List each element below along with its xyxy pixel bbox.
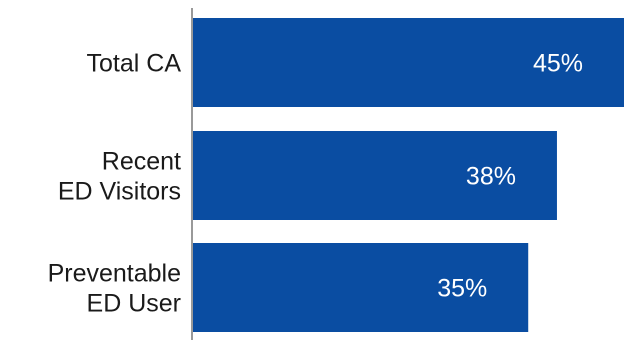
value-label-0: 45% [533,50,583,78]
bar-2 [193,243,529,332]
value-label-2: 35% [437,275,487,303]
bars-layer [193,18,624,332]
category-label-2-line-0: Preventable [48,260,181,288]
category-label-2-line-1: ED User [87,290,181,318]
category-label-1-line-0: Recent [102,148,181,176]
category-label-0-line-0: Total CA [87,50,182,78]
category-label-1-line-1: ED Visitors [58,178,181,206]
value-label-1: 38% [466,163,516,191]
bar-0 [193,18,624,107]
bar-1 [193,131,557,220]
